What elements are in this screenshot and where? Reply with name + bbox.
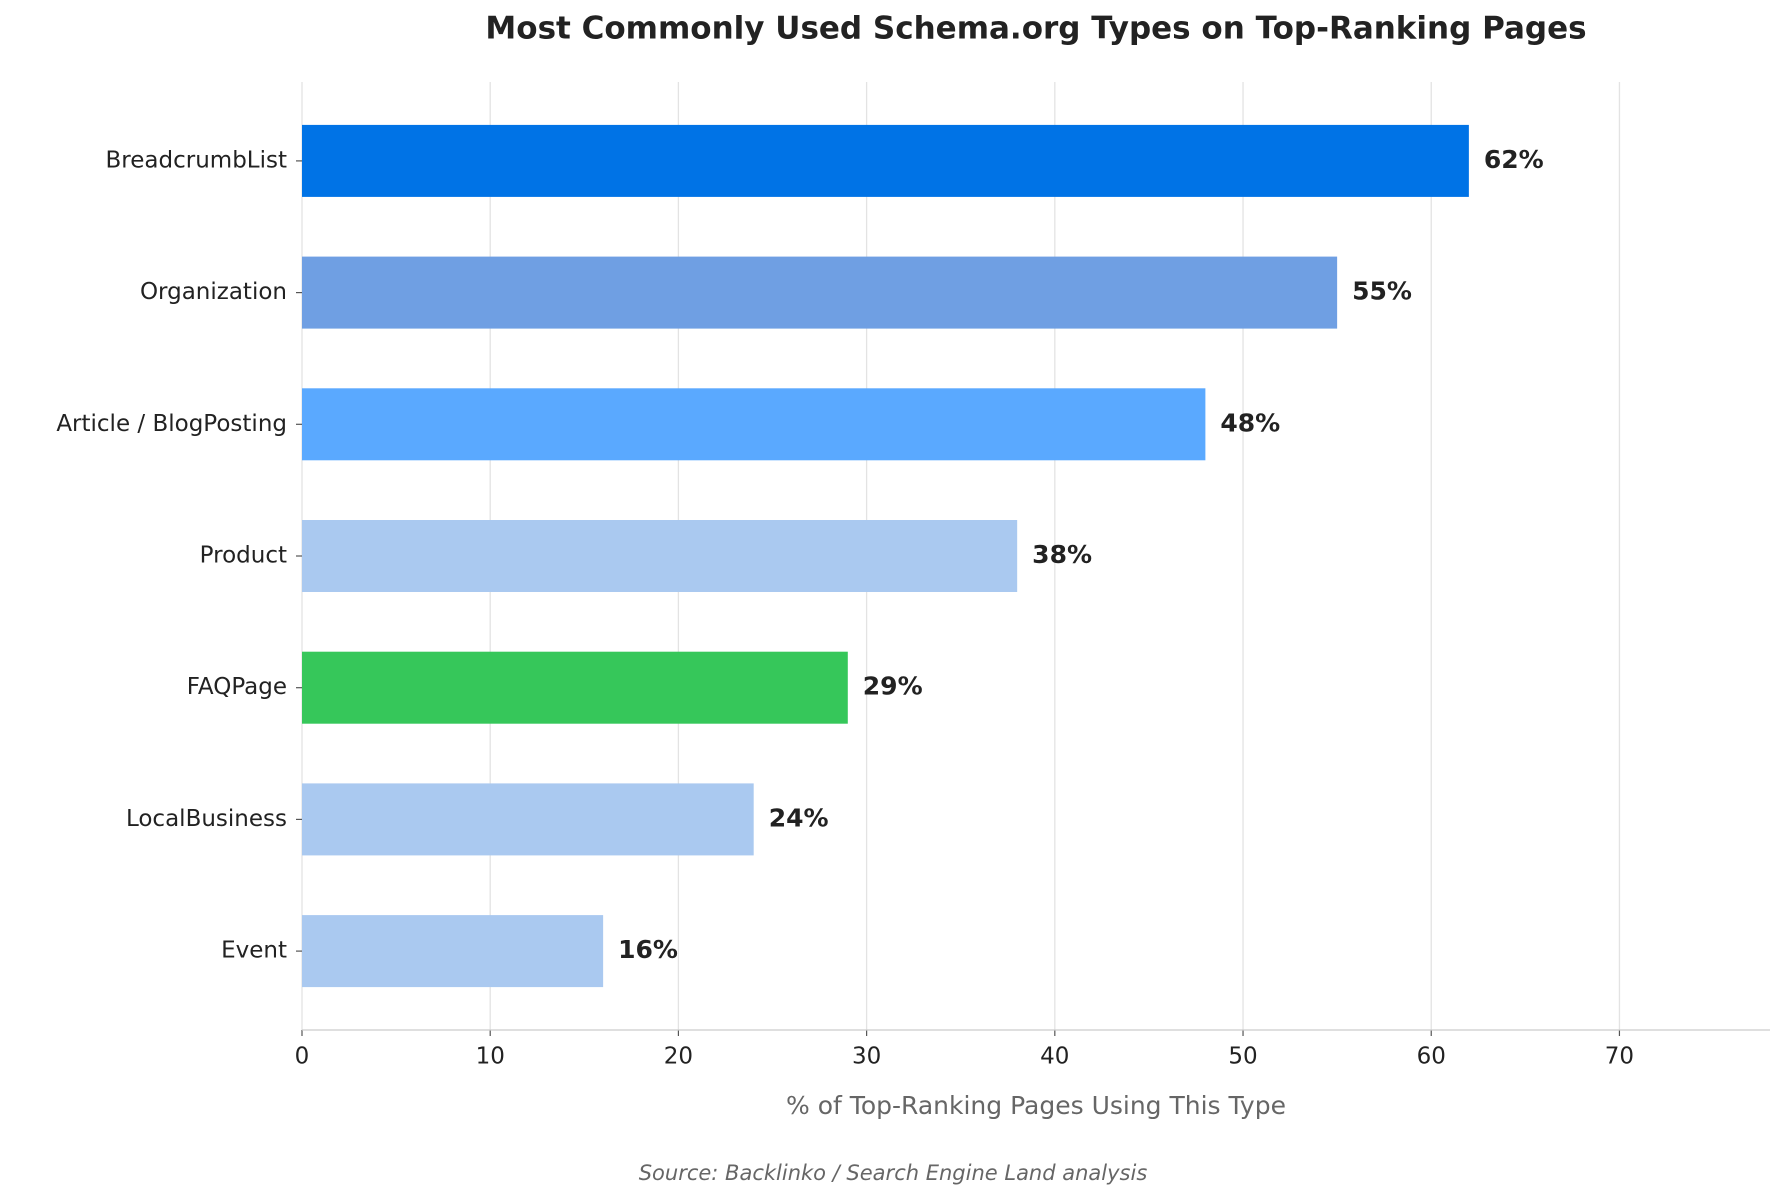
x-tick-label: 10 [476,1044,505,1070]
source-note: Source: Backlinko / Search Engine Land a… [639,1161,1148,1185]
value-label: 38% [1032,540,1092,569]
y-tick-label: Event [221,938,287,964]
x-tick-label: 50 [1228,1044,1257,1070]
bar [302,651,848,724]
value-label: 62% [1484,145,1544,174]
bar [302,124,1469,197]
y-tick-label: LocalBusiness [126,806,287,832]
value-label: 48% [1220,408,1280,437]
bar [302,915,604,988]
x-axis-label: % of Top-Ranking Pages Using This Type [786,1091,1286,1120]
x-tick-label: 60 [1417,1044,1446,1070]
y-tick-label: Organization [140,279,287,305]
x-tick-label: 20 [664,1044,693,1070]
chart-title: Most Commonly Used Schema.org Types on T… [485,11,1586,47]
bar [302,520,1018,592]
value-label: 24% [769,803,829,832]
y-tick-label: Product [200,543,287,569]
value-label: 29% [863,672,923,701]
bar [302,783,754,856]
bar [302,256,1338,329]
y-tick-label: BreadcrumbList [106,147,287,173]
x-tick-label: 40 [1040,1044,1069,1070]
bar [302,388,1206,461]
value-label: 16% [618,935,678,964]
y-tick-label: Article / BlogPosting [56,411,287,437]
value-label: 55% [1352,277,1412,306]
x-tick-label: 30 [852,1044,881,1070]
x-tick-label: 0 [295,1044,310,1070]
x-tick-label: 70 [1605,1044,1634,1070]
y-tick-label: FAQPage [187,674,287,700]
